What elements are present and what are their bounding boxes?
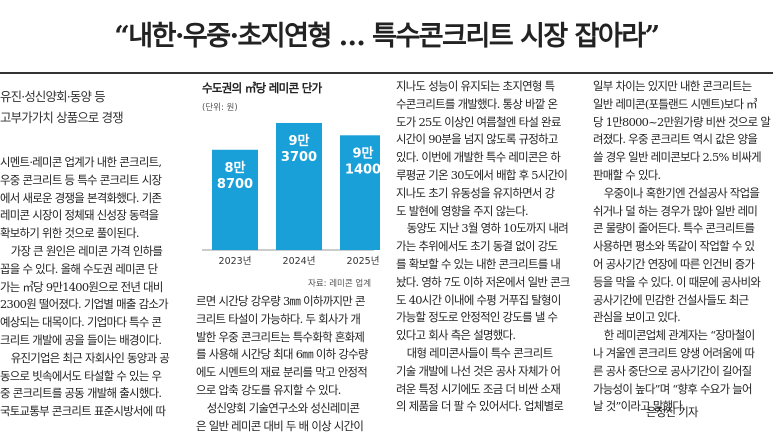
article-headline: “내한·우중·초지연형 … 특수콘크리트 시장 잡아라” (114, 21, 660, 52)
article-line: 의 제품을 더 팔 수 있어서다. 업체별로 (396, 399, 564, 414)
article-line: 쓸 경우 일반 레미콘보다 2.5% 비싸게 (593, 150, 762, 165)
article-line: 에서 새로운 경쟁을 본격화했다. 기존 (0, 190, 162, 205)
chart-bar (212, 149, 258, 250)
article-line: 나 겨울엔 콘크리트 양생 어려움에 따 (593, 345, 755, 360)
article-line: 성신양회 기술연구소와 성신레미콘 (196, 400, 360, 415)
article-line: 르면 시간당 강우량 3㎜ 이하까지만 콘 (196, 294, 365, 308)
chart-source: 자료: 레미콘 업계 (308, 279, 372, 289)
article-line: 에도 시멘트의 재료 분리를 막고 안정적 (196, 365, 368, 380)
article-line: 한 레미콘업체 관계자는 “장마철이 (593, 328, 756, 343)
bar-value-label: 1400 (345, 162, 380, 177)
article-line: 시멘트·레미콘 업계가 내한 콘크리트, (0, 155, 162, 169)
bar-value-label: 9만 (288, 133, 309, 149)
article-line: 려운 특정 시기에도 조금 더 비싼 소재 (396, 381, 561, 396)
article-line: 시간이 90분을 넘지 않도록 규정하고 (396, 132, 558, 147)
article-line: 일부 차이는 있지만 내한 콘크리트는 (593, 79, 752, 93)
article-line: 우중 콘크리트 등 특수 콘크리트 시장 (0, 172, 162, 187)
article-line: 예상되는 대목이다. 기업마다 특수 콘 (0, 315, 162, 330)
bar-value-label: 8만 (224, 160, 245, 176)
article-line: 확보하기 위한 것으로 풀이된다. (0, 226, 140, 241)
article-line: 가능할 정도로 안정적인 강도를 낼 수 (396, 310, 558, 325)
article-line: 발한 우중 콘크리트는 특수화학 혼화제 (196, 329, 365, 344)
article-line: 대형 레미콘사들이 특수 콘크리트 (396, 345, 553, 360)
article-line: 동으로 빗속에서도 타설할 수 있는 우 (0, 368, 162, 383)
article-line: 날 것”이라고 말했다. (593, 399, 686, 414)
x-tick-label: 2024년 (283, 256, 316, 267)
article-line: 당 1만8000~2만원가량 비싼 것으로 알 (593, 114, 771, 129)
article-line: 어 공사기간 연장에 따른 인건비 증가 (593, 256, 755, 271)
article-line: 중 콘크리트를 공동 개발해 출시했다. (0, 386, 162, 401)
article-line: 꼽을 수 있다. 올해 수도권 레미콘 단 (0, 261, 158, 276)
article-line: 가는 ㎥당 9만1400원으로 전년 대비 (0, 279, 163, 294)
headline-divider (0, 72, 773, 74)
article-line: 으로 압축 강도를 유지할 수 있다. (196, 382, 341, 397)
article-line: 판매할 수 있다. (593, 167, 661, 182)
subheadline-line: 유진·성신양회·동양 등 (0, 89, 106, 104)
byline: 은정진 기자 (646, 405, 699, 419)
article-line: 동양도 지난 3월 영하 10도까지 내려 (396, 221, 569, 236)
chart-bar (276, 122, 322, 250)
article-line: 도 발현에 영향을 주지 않는다. (396, 203, 529, 218)
article-line: 유진기업은 최근 자회사인 동양과 공 (0, 350, 170, 365)
article-line: 가능성이 높다”며 “향후 수요가 늘어 (593, 381, 753, 396)
article-line: 른 공사 중단으로 공사기간이 길어질 (593, 363, 752, 378)
subheadline-line: 고부가가치 상품으로 경쟁 (0, 110, 124, 125)
article-line: 쉬거나 덜 하는 경우가 많아 일반 레미 (593, 203, 758, 218)
article-line: 공사기간에 민감한 건설사들도 최근 (593, 292, 749, 307)
bar-value-label: 3700 (281, 150, 317, 165)
article-line: 등을 막을 수 있다. 이 때문에 공사비와 (593, 274, 761, 289)
article-line: 2300원 떨어졌다. 기업별 매출 감소가 (0, 297, 169, 312)
article-line: 도가 25도 이상인 여름철엔 타설 완료 (396, 114, 561, 129)
subheadline: 유진·성신양회·동양 등 고부가가치 상품으로 경쟁 (0, 86, 186, 128)
article-line: 도 40시간 이내에 수평 거푸집 탈형이 (396, 292, 561, 307)
article-line: 크리트 타설이 가능하다. 두 회사가 개 (196, 311, 361, 326)
article-line: 레미콘 시장이 정체돼 신성장 동력을 (0, 208, 159, 223)
article-line: 놨다. 영하 7도 이하 저온에서 일반 콘크 (396, 274, 570, 289)
article-line: 은 일반 레미콘 대비 두 배 이상 시간이 (196, 418, 364, 433)
article-line: 콘 물량이 줄어든다. 특수 콘크리트를 (593, 221, 755, 236)
article-line: 루평균 기온 30도에서 배합 후 5시간이 (396, 167, 568, 182)
article-line: 크리트 개발에 공을 들이는 배경이다. (0, 332, 162, 347)
x-tick-label: 2025년 (347, 256, 380, 267)
bar-value-label: 8700 (217, 177, 253, 192)
article-line: 가장 큰 원인은 레미콘 가격 인하를 (0, 243, 163, 258)
chart-bar (340, 135, 380, 250)
article-line: 일반 레미콘(포틀랜드 시멘트)보다 ㎥ (593, 96, 758, 111)
chart-unit-label: (단위: 원) (202, 103, 238, 113)
article-line: 관심을 보이고 있다. (593, 310, 681, 325)
article-line: 국토교통부 콘크리트 표준시방서에 따 (0, 404, 166, 419)
article-column-1: 시멘트·레미콘 업계가 내한 콘크리트, 우중 콘크리트 등 특수 콘크리트 시장… (0, 154, 186, 421)
article-line: 를 사용해 시간당 최대 6㎜ 이하 강수량 (196, 347, 368, 362)
chart-title: 수도권의 ㎥당 레미콘 단가 (202, 81, 322, 95)
article-line: 려졌다. 우중 콘크리트 역시 값은 양을 (593, 132, 758, 147)
article-line: 가는 추위에서도 초기 동결 없이 강도 (396, 239, 558, 254)
article-line: 있다고 회사 측은 설명했다. (396, 328, 516, 343)
article-line: 우중이나 혹한기엔 건설공사 작업을 (593, 185, 760, 200)
article-line: 지나도 성능이 유지되는 초지연형 특 (396, 79, 555, 93)
article-line: 사용하면 평소와 똑같이 작업할 수 있 (593, 239, 755, 254)
article-line: 기술 개발에 나선 것은 공사 자체가 어 (396, 363, 561, 378)
bar-value-label: 9만 (352, 145, 373, 161)
article-line: 지나도 초기 유동성을 유지하면서 강 (396, 185, 555, 200)
article-line: 수콘크리트를 개발했다. 통상 바깥 온 (396, 96, 558, 111)
article-line: 를 확보할 수 있는 내한 콘크리트를 내 (396, 256, 561, 271)
x-tick-label: 2023년 (219, 256, 252, 267)
article-line: 있다. 이번에 개발한 특수 레미콘은 하 (396, 150, 561, 165)
